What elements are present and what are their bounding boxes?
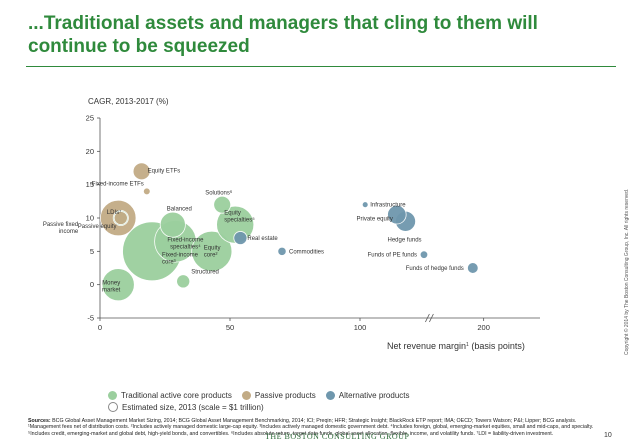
bcg-logo-text: THE BOSTON CONSULTING GROUP [265, 432, 410, 441]
axis-break-mark [425, 313, 430, 323]
page-title: ...Traditional assets and managers that … [28, 13, 538, 57]
bubble-label-funds-of-pe-funds: Funds of PE funds [368, 253, 417, 259]
bubble-private-equity [387, 204, 407, 225]
bubble-funds-of-pe-funds [419, 250, 429, 259]
legend-swatch-passive [241, 390, 251, 400]
legend-label-alternative: Alternative products [338, 390, 410, 400]
page-number: 10 [604, 432, 612, 439]
legend-swatch-scale [108, 402, 118, 412]
sources-text: BCG Global Asset Management Market Sizin… [50, 418, 577, 424]
bubble-label-commodities: Commodities [289, 249, 324, 255]
y-tick-label: 5 [90, 247, 94, 256]
x-tick-label: 200 [477, 323, 490, 332]
bubble-commodities [277, 246, 287, 256]
bubble-label-equity-core-: Equity core² [204, 245, 221, 258]
bubble-infrastructure [361, 201, 369, 209]
legend-swatch-alternative [325, 390, 335, 400]
bubble-label-solutions-: Solutions⁶ [205, 190, 233, 197]
bubble-equity-etfs [132, 162, 151, 181]
bubble-label-real-estate: Real estate [247, 236, 278, 242]
bubble-label-equity-etfs: Equity ETFs [148, 168, 181, 174]
bubble-label-balanced: Balanced [167, 207, 192, 213]
sources-label: Sources: [28, 418, 51, 424]
bubble-label-ldis-: LDIs⁷ [107, 209, 122, 216]
bubble-solutions- [213, 195, 232, 214]
bubble-passive-equity [113, 211, 128, 225]
legend-item-scale: Estimated size, 2013 (scale = $1 trillio… [108, 402, 264, 412]
copyright-notice: Copyright © 2014 by The Boston Consultin… [624, 188, 630, 355]
bubble-label-funds-of-hedge-funds: Funds of hedge funds [406, 266, 464, 272]
y-tick-label: 0 [90, 280, 94, 289]
bubble-fixed-income-etfs [143, 187, 151, 196]
x-axis-title: Net revenue margin1 (basis points) [387, 341, 525, 351]
legend-label-passive: Passive products [254, 390, 316, 400]
bubble-label-passive-fixed-income: Passive fixed income [43, 222, 79, 235]
bubble-structured [176, 274, 191, 289]
bubble-label-private-equity: Private equity [356, 217, 392, 223]
sources-notes: Sources: BCG Global Asset Management Mar… [28, 418, 610, 437]
y-tick-label: 10 [86, 214, 94, 223]
bubble-equity-core- [191, 230, 233, 272]
legend-item-alternative: Alternative products [325, 390, 410, 400]
y-tick-label: 25 [86, 114, 94, 123]
bubble-money-market [101, 268, 135, 302]
x-tick-label: 100 [354, 323, 367, 332]
bubble-balanced [159, 211, 186, 238]
bubble-label-money-market: Money market [102, 281, 121, 294]
x-tick-label: 50 [226, 323, 234, 332]
bubble-real-estate [233, 231, 248, 245]
bubble-label-infrastructure: Infrastructure [370, 203, 406, 209]
bubble-label-structured: Structured [191, 269, 219, 275]
y-tick-label: -5 [87, 314, 94, 323]
x-tick-label: 0 [98, 323, 102, 332]
legend-label-traditional: Traditional active core products [121, 390, 232, 400]
y-axis-title: CAGR, 2013-2017 (%) [88, 97, 169, 106]
chart-legend: Traditional active core products Passive… [108, 389, 420, 413]
title-divider [26, 66, 616, 67]
bubble-label-equity-specialties-: Equity specialties⁵ [224, 211, 255, 224]
footnotes-text: ¹Management fees net of distribution cos… [28, 424, 594, 437]
legend-item-passive: Passive products [241, 390, 316, 400]
bubble-label-fixed-income-core-: Fixed-income core³ [162, 252, 199, 265]
legend-swatch-traditional [108, 390, 117, 400]
bubble-funds-of-hedge-funds [467, 262, 479, 274]
y-tick-label: 20 [86, 147, 94, 156]
bubble-label-fixed-income-specialties-: Fixed-income specialties⁴ [167, 237, 204, 250]
legend-item-traditional: Traditional active core products [108, 390, 232, 400]
y-tick-label: 15 [86, 180, 94, 189]
bubble-label-hedge-funds: Hedge funds [388, 237, 422, 243]
bubble-label-passive-equity: Passive equity [78, 224, 117, 230]
axis-break-mark [429, 313, 434, 323]
legend-label-scale: Estimated size, 2013 (scale = $1 trillio… [122, 402, 264, 412]
bubble-label-fixed-income-etfs: Fixed-income ETFs [92, 181, 144, 187]
